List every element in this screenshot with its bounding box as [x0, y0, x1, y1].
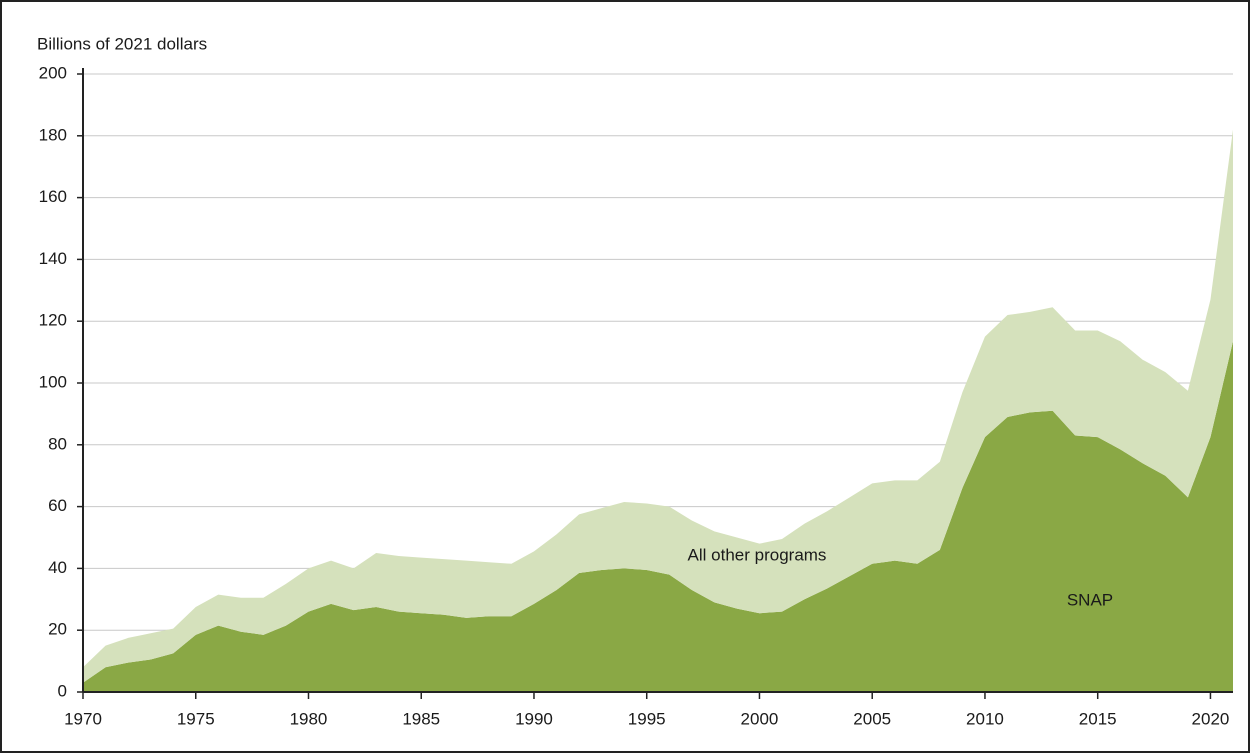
y-tick-label: 120: [39, 311, 67, 330]
x-tick-label: 2015: [1079, 709, 1117, 728]
x-tick-label: 1975: [177, 709, 215, 728]
x-tick-label: 1995: [628, 709, 666, 728]
axes: 0 20 40 60 80 100 120 140 160 180 200 1970 1975 1980 1…: [39, 63, 1233, 728]
y-tick-label: 200: [39, 63, 67, 82]
x-tick-label: 2010: [966, 709, 1004, 728]
y-tick-label: 20: [48, 620, 67, 639]
x-tick-label: 1985: [402, 709, 440, 728]
y-axis-label: Billions of 2021 dollars: [37, 34, 207, 53]
x-tick-label: 2020: [1192, 709, 1230, 728]
y-tick-label: 180: [39, 125, 67, 144]
y-tick-label: 100: [39, 372, 67, 391]
y-tick-label: 140: [39, 249, 67, 268]
series-label: All other programs: [688, 545, 827, 564]
x-tick-label: 2000: [741, 709, 779, 728]
y-tick-label: 160: [39, 187, 67, 206]
series-label: SNAP: [1067, 590, 1113, 609]
x-tick-label: 1970: [64, 709, 102, 728]
area: [83, 129, 1233, 683]
areas: [83, 129, 1233, 692]
y-tick-label: 40: [48, 558, 67, 577]
x-tick-label: 2005: [853, 709, 891, 728]
y-tick-label: 80: [48, 434, 67, 453]
area: [83, 341, 1233, 692]
y-tick-label: 60: [48, 496, 67, 515]
x-tick-label: 1990: [515, 709, 553, 728]
x-tick-label: 1980: [290, 709, 328, 728]
y-tick-label: 0: [58, 681, 67, 700]
